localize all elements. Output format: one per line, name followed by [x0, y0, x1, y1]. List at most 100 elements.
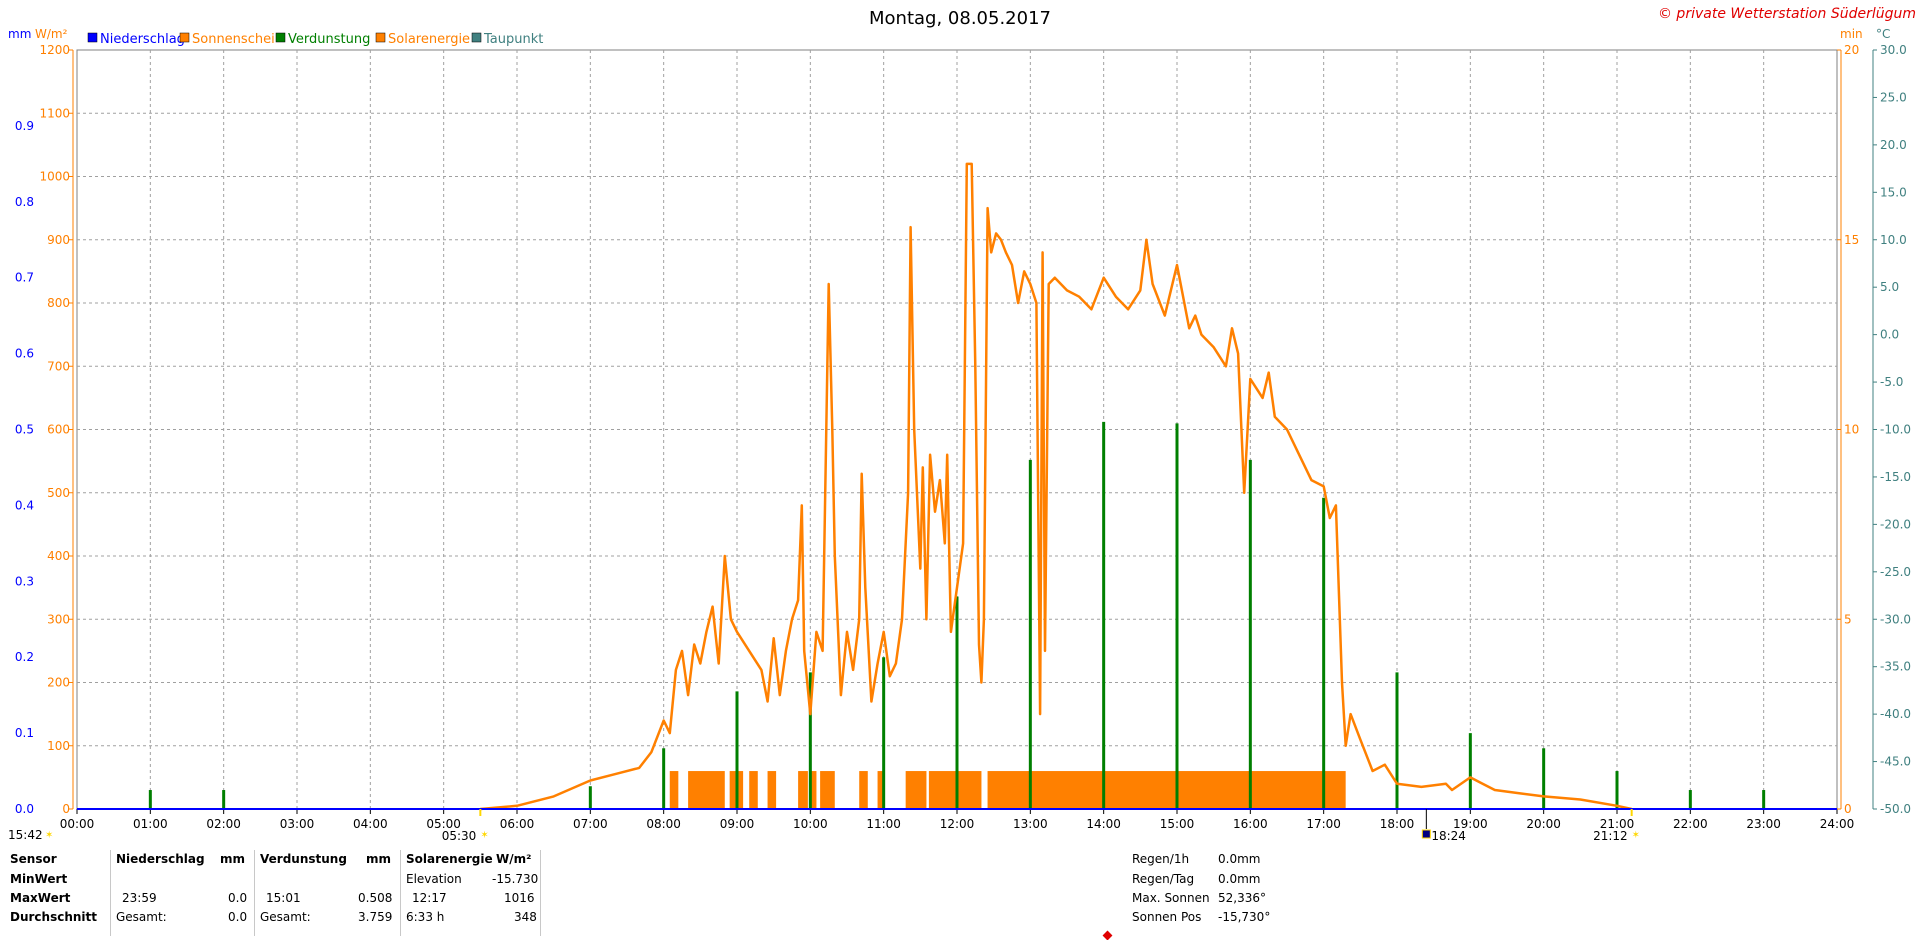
x-tick-label: 07:00 [573, 817, 608, 831]
y-tick-label-wm2: 200 [47, 676, 70, 690]
sunrise-icon: ✶ [480, 830, 488, 841]
stats-row-n-time: Gesamt: [116, 910, 167, 924]
y-tick-label-min: 10 [1844, 423, 1859, 437]
sunshine-block [669, 771, 679, 809]
x-tick-label: 22:00 [1673, 817, 1708, 831]
stats-row-solar-value: 1016 [504, 891, 535, 905]
y-tick-label-celsius: 10.0 [1880, 233, 1907, 247]
y-tick-label-mm: 0.1 [15, 726, 34, 740]
stats-row-n-time: 23:59 [122, 891, 157, 905]
event-label: 18:24 [1431, 829, 1466, 843]
sunshine-block [928, 771, 982, 809]
y-tick-label-celsius: -50.0 [1880, 802, 1911, 816]
y-tick-label-mm: 0.3 [15, 574, 34, 588]
x-tick-label: 17:00 [1306, 817, 1341, 831]
sunset-label: 21:12 [1593, 829, 1628, 843]
stats-header-mm2: mm [366, 852, 392, 866]
x-tick-label: 12:00 [940, 817, 975, 831]
sunshine-block [798, 771, 808, 809]
side-value: 52,336° [1218, 891, 1266, 905]
stats-row-v-value: 3.759 [358, 910, 393, 924]
stats-header-verdunstung: Verdunstung [260, 852, 347, 866]
axis-unit-min: min [1840, 27, 1863, 41]
y-tick-label-celsius: 5.0 [1880, 280, 1899, 294]
side-value: 0.0mm [1218, 872, 1261, 886]
y-tick-label-celsius: -30.0 [1880, 612, 1911, 626]
x-tick-label: 00:00 [60, 817, 95, 831]
x-tick-label: 03:00 [280, 817, 315, 831]
y-tick-label-min: 15 [1844, 233, 1859, 247]
legend-label: Taupunkt [483, 32, 543, 47]
y-tick-label-mm: 0.6 [15, 347, 34, 361]
sunshine-block [905, 771, 927, 809]
side-label: Max. Sonnen [1132, 891, 1210, 905]
sunshine-block [859, 771, 868, 809]
side-value: -15,730° [1218, 910, 1271, 924]
stats-row-solar-time: 12:17 [412, 891, 447, 905]
y-tick-label-celsius: 20.0 [1880, 138, 1907, 152]
axis-unit-celsius: °C [1876, 27, 1890, 41]
stats-row-label: MinWert [10, 872, 68, 886]
stats-row-label: MaxWert [10, 891, 71, 905]
x-tick-label: 15:00 [1160, 817, 1195, 831]
y-tick-label-mm: 0.7 [15, 271, 34, 285]
sunshine-block [749, 771, 758, 809]
y-tick-label-celsius: 15.0 [1880, 185, 1907, 199]
y-tick-label-wm2: 900 [47, 233, 70, 247]
x-tick-label: 20:00 [1526, 817, 1561, 831]
solar-energy-line [480, 162, 1632, 811]
sunshine-block [987, 771, 1346, 809]
x-tick-label: 23:00 [1746, 817, 1781, 831]
stats-row-solar-value: -15.730 [492, 872, 539, 886]
stats-header-mm1: mm [220, 852, 246, 866]
stats-header-niederschlag: Niederschlag [116, 852, 205, 866]
side-label: Sonnen Pos [1132, 910, 1202, 924]
x-tick-label: 18:00 [1380, 817, 1415, 831]
sunset-icon: ✶ [1632, 830, 1640, 841]
legend-swatch [87, 32, 98, 43]
stats-row-solar-time: Elevation [406, 872, 462, 886]
y-tick-label-mm: 0.8 [15, 195, 34, 209]
legend-swatch [275, 32, 286, 43]
y-tick-label-wm2: 1000 [39, 170, 70, 184]
x-tick-label: 06:00 [500, 817, 535, 831]
stats-row-solar-value: 348 [514, 910, 537, 924]
y-tick-label-celsius: -45.0 [1880, 755, 1911, 769]
x-tick-label: 01:00 [133, 817, 168, 831]
y-tick-label-celsius: -10.0 [1880, 423, 1911, 437]
y-tick-label-celsius: 0.0 [1880, 328, 1899, 342]
stats-header-solar: Solarenergie [406, 852, 493, 866]
y-tick-label-wm2: 700 [47, 359, 70, 373]
x-tick-label: 19:00 [1453, 817, 1488, 831]
side-label: Regen/1h [1132, 852, 1190, 866]
y-tick-label-celsius: -25.0 [1880, 565, 1911, 579]
y-tick-label-wm2: 1100 [39, 106, 70, 120]
moon-icon [1421, 829, 1431, 839]
stats-header-sensor: Sensor [10, 852, 57, 866]
legend-swatch [471, 32, 482, 43]
y-tick-label-wm2: 300 [47, 612, 70, 626]
legend-label: Niederschlag [100, 32, 185, 47]
stats-table: Sensor Niederschlag mm Verdunstung mm So… [0, 848, 1920, 940]
y-tick-label-celsius: -40.0 [1880, 707, 1911, 721]
stats-row-label: Durchschnitt [10, 910, 98, 924]
y-tick-label-wm2: 0 [62, 802, 70, 816]
stats-row-v-time: 15:01 [266, 891, 301, 905]
x-tick-label: 16:00 [1233, 817, 1268, 831]
x-tick-label: 02:00 [206, 817, 241, 831]
sunshine-block [810, 771, 817, 809]
legend-label: Solarenergie [388, 32, 470, 47]
y-tick-label-celsius: -20.0 [1880, 517, 1911, 531]
x-tick-label: 05:00 [426, 817, 461, 831]
weather-chart: Montag, 08.05.2017 © private Wetterstatio… [8, 6, 1916, 843]
y-tick-label-wm2: 400 [47, 549, 70, 563]
side-label: Regen/Tag [1132, 872, 1195, 886]
axis-unit-mm: mm [8, 27, 31, 41]
x-tick-label: 11:00 [866, 817, 901, 831]
y-tick-label-min: 5 [1844, 612, 1852, 626]
sunshine-block [820, 771, 835, 809]
x-tick-label: 09:00 [720, 817, 755, 831]
y-tick-label-wm2: 100 [47, 739, 70, 753]
x-tick-label: 04:00 [353, 817, 388, 831]
legend-label: Verdunstung [288, 32, 370, 47]
